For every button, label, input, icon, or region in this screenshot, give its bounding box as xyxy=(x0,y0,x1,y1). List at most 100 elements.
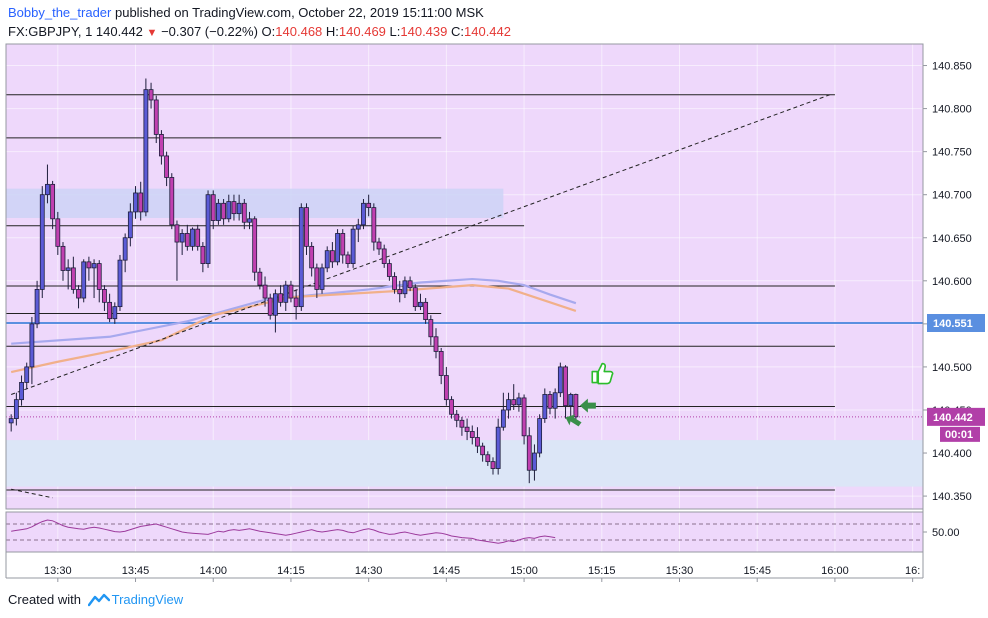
candle xyxy=(392,272,397,294)
publish-info: published on TradingView.com, October 22… xyxy=(114,5,484,20)
candle xyxy=(257,267,263,290)
candle xyxy=(361,199,366,230)
candle xyxy=(179,229,185,255)
x-tick-label: 15:00 xyxy=(510,565,538,577)
candle-body xyxy=(526,435,532,471)
candle-body xyxy=(8,418,14,424)
rsi-line xyxy=(11,519,556,544)
candle-body xyxy=(24,366,30,383)
y-tick-label: 140.350 xyxy=(932,491,972,503)
candle-body xyxy=(231,201,237,215)
candle-body xyxy=(133,192,138,213)
x-tick-label: 13:30 xyxy=(44,565,72,577)
candle-body xyxy=(449,399,454,415)
candle-body xyxy=(216,202,221,221)
candle-body xyxy=(288,284,294,299)
candle-body xyxy=(454,413,460,421)
candle xyxy=(298,203,304,311)
candle xyxy=(127,203,133,247)
candle xyxy=(96,260,102,303)
x-tick-label: 14:00 xyxy=(199,565,227,577)
candle-body xyxy=(407,280,413,289)
ohlc-line: FX:GBPJPY, 1 140.442 ▼ −0.307 (−0.22%) O… xyxy=(8,24,511,39)
candle xyxy=(112,302,118,324)
y-tick-label: 140.600 xyxy=(932,276,972,288)
candle-body xyxy=(86,261,92,269)
candle-body xyxy=(117,259,123,308)
candle xyxy=(304,203,309,255)
candle-body xyxy=(371,207,377,243)
candle-body xyxy=(386,263,392,277)
tradingview-brand-link[interactable]: TradingView xyxy=(111,592,184,607)
candle xyxy=(350,225,356,268)
candle-body xyxy=(278,293,283,303)
candle-body xyxy=(241,202,247,223)
tradingview-logo-icon xyxy=(87,593,110,607)
high-value: 140.469 xyxy=(338,24,386,39)
countdown-label: 00:01 xyxy=(945,429,973,441)
candle xyxy=(490,457,496,475)
candle-body xyxy=(159,134,164,157)
candle xyxy=(231,194,237,221)
close-label: C: xyxy=(451,24,464,39)
candle xyxy=(340,229,346,264)
candle xyxy=(8,414,14,432)
candle xyxy=(133,186,138,219)
candle xyxy=(216,199,221,225)
candle-body xyxy=(283,284,289,303)
candle-body xyxy=(469,431,475,438)
y-tick-label: 140.700 xyxy=(932,190,972,202)
candle xyxy=(143,78,149,217)
candle xyxy=(407,276,413,292)
candle-body xyxy=(257,271,263,286)
candle xyxy=(464,418,470,441)
candle xyxy=(506,392,511,419)
candle xyxy=(568,392,574,419)
candle-body xyxy=(397,289,403,295)
candle-body xyxy=(521,397,527,437)
candle-body xyxy=(335,233,340,263)
candle-body xyxy=(221,202,226,220)
candle-body xyxy=(164,155,170,178)
candle-body xyxy=(438,351,444,376)
candle xyxy=(34,280,40,329)
candle-body xyxy=(542,394,548,419)
countdown-tag xyxy=(940,426,980,442)
change-value: −0.307 (−0.22%) xyxy=(161,24,258,39)
candle xyxy=(39,186,45,299)
candle xyxy=(45,164,50,204)
symbol-label: FX:GBPJPY, 1 xyxy=(8,24,93,39)
candle-body xyxy=(273,293,278,316)
candle xyxy=(433,328,439,359)
main-pane xyxy=(6,44,923,509)
candle xyxy=(480,442,486,462)
candle xyxy=(500,392,506,431)
candle xyxy=(55,211,61,255)
candle xyxy=(236,194,242,221)
blue-level-price-tag xyxy=(927,314,985,332)
candle-body xyxy=(500,409,506,428)
x-tick-label: 15:45 xyxy=(743,565,771,577)
candle-body xyxy=(13,399,19,419)
candle xyxy=(454,409,460,428)
candle xyxy=(195,224,201,251)
candle xyxy=(19,375,24,406)
open-value: 140.468 xyxy=(275,24,323,39)
candle-body xyxy=(236,202,242,215)
candle xyxy=(542,388,548,423)
candle xyxy=(319,263,325,294)
author-link[interactable]: Bobby_the_trader xyxy=(8,5,112,20)
candle-body xyxy=(324,250,330,269)
candle-body xyxy=(252,218,258,273)
candle xyxy=(449,396,454,419)
candle xyxy=(148,82,154,109)
candle xyxy=(221,199,226,225)
publish-line: Bobby_the_trader published on TradingVie… xyxy=(8,5,484,20)
arrow-down-left-icon xyxy=(565,414,582,427)
candle-body xyxy=(314,267,320,290)
candle-body xyxy=(195,228,201,247)
candle xyxy=(138,181,144,221)
rsi-level-label: 50.00 xyxy=(932,527,960,539)
candle xyxy=(355,218,361,243)
